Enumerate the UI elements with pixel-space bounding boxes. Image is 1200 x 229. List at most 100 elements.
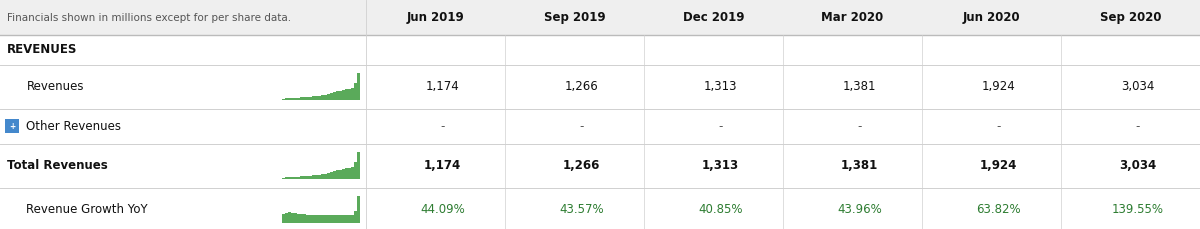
Text: 1,266: 1,266 [564, 80, 599, 93]
Text: +: + [8, 122, 16, 131]
Text: Sep 2020: Sep 2020 [1099, 11, 1162, 24]
Bar [300, 98, 302, 101]
Bar [292, 213, 294, 224]
Text: 1,924: 1,924 [982, 80, 1015, 93]
Bar [332, 215, 336, 224]
Bar [320, 215, 324, 224]
Text: Other Revenues: Other Revenues [26, 120, 121, 133]
Bar [306, 176, 308, 180]
Bar [332, 172, 336, 180]
Bar [302, 176, 306, 180]
Bar [358, 73, 360, 101]
Text: -: - [857, 120, 862, 133]
Bar [320, 174, 324, 180]
Bar [302, 97, 306, 101]
Bar [0, 35, 1200, 65]
Bar [282, 214, 284, 224]
Bar [314, 215, 318, 224]
Text: REVENUES: REVENUES [7, 44, 78, 56]
Bar [298, 214, 300, 224]
Bar [286, 213, 288, 224]
Bar [326, 173, 330, 180]
Text: 1,381: 1,381 [841, 159, 878, 172]
Bar [282, 99, 284, 101]
Text: Revenues: Revenues [26, 80, 84, 93]
Text: -: - [996, 120, 1001, 133]
Bar [352, 215, 354, 224]
Bar [286, 177, 288, 180]
Bar [0, 188, 1200, 229]
Bar [342, 215, 344, 224]
Bar [358, 152, 360, 180]
Bar [330, 215, 332, 224]
Bar [294, 177, 296, 180]
Text: 3,034: 3,034 [1118, 159, 1156, 172]
Text: 139.55%: 139.55% [1111, 203, 1164, 216]
Text: 1,266: 1,266 [563, 159, 600, 172]
Text: 1,313: 1,313 [703, 80, 737, 93]
Text: 1,924: 1,924 [979, 159, 1018, 172]
Bar [312, 215, 314, 224]
Bar [348, 168, 350, 180]
Bar [292, 177, 294, 180]
Bar [300, 214, 302, 224]
Bar [298, 177, 300, 180]
Bar [342, 90, 344, 101]
Text: -: - [440, 120, 445, 133]
Bar [338, 90, 342, 101]
Text: 1,381: 1,381 [842, 80, 876, 93]
Bar [294, 98, 296, 101]
Bar [302, 214, 306, 224]
Bar [324, 215, 326, 224]
Bar [300, 177, 302, 180]
Bar [0, 144, 1200, 188]
Bar [336, 91, 338, 101]
Bar [338, 215, 342, 224]
Bar [348, 215, 350, 224]
Bar [0, 0, 1200, 35]
Bar [314, 96, 318, 101]
Bar [0, 65, 1200, 109]
Text: Mar 2020: Mar 2020 [821, 11, 883, 24]
Bar [354, 83, 356, 101]
Bar [318, 215, 320, 224]
Bar [288, 98, 290, 101]
Bar [348, 89, 350, 101]
Text: 1,313: 1,313 [702, 159, 739, 172]
Bar [354, 162, 356, 180]
Text: Sep 2019: Sep 2019 [544, 11, 605, 24]
Bar [310, 215, 312, 224]
Bar [312, 175, 314, 180]
Bar [312, 96, 314, 101]
Bar [288, 212, 290, 224]
Text: Revenue Growth YoY: Revenue Growth YoY [26, 203, 148, 216]
Text: 1,174: 1,174 [426, 80, 460, 93]
Bar [338, 169, 342, 180]
Bar [336, 215, 338, 224]
Bar [354, 211, 356, 224]
Bar [346, 168, 348, 180]
Bar [324, 174, 326, 180]
Bar [332, 93, 336, 101]
Text: Dec 2019: Dec 2019 [683, 11, 744, 24]
Bar [314, 175, 318, 180]
Bar [298, 98, 300, 101]
Text: -: - [1135, 120, 1140, 133]
Bar [306, 215, 308, 224]
Bar [306, 97, 308, 101]
Text: 63.82%: 63.82% [976, 203, 1021, 216]
Bar [310, 176, 312, 180]
Bar [286, 98, 288, 101]
Bar [346, 215, 348, 224]
Bar [342, 169, 344, 180]
Bar [352, 88, 354, 101]
Bar [326, 94, 330, 101]
Text: 1,174: 1,174 [424, 159, 461, 172]
Text: 43.57%: 43.57% [559, 203, 604, 216]
Text: Jun 2020: Jun 2020 [962, 11, 1020, 24]
Text: 44.09%: 44.09% [420, 203, 464, 216]
Bar [288, 177, 290, 180]
Bar [320, 95, 324, 101]
Bar [310, 97, 312, 101]
Text: Financials shown in millions except for per share data.: Financials shown in millions except for … [7, 13, 292, 22]
